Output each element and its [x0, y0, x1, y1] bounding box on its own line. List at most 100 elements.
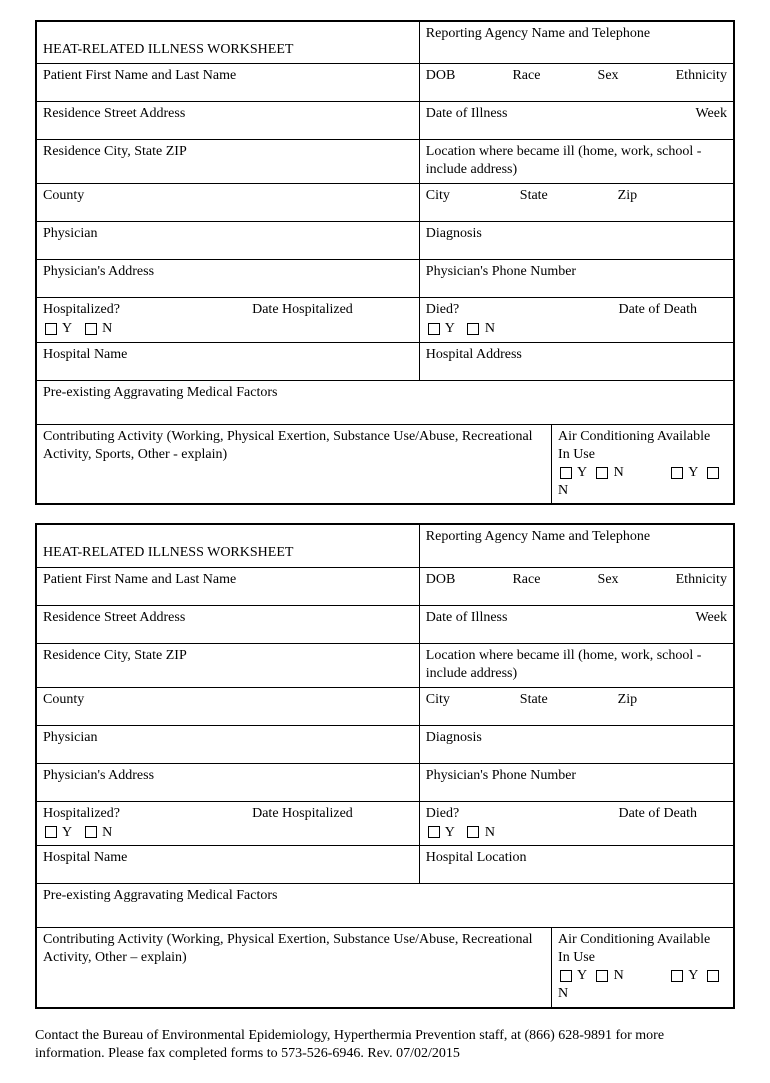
- ac-inuse-n-checkbox[interactable]: [707, 467, 719, 479]
- sex-label: Sex: [598, 67, 619, 98]
- n-label: N: [558, 483, 568, 498]
- preexisting-label: Pre-existing Aggravating Medical Factors: [37, 884, 733, 927]
- y-label: Y: [445, 321, 455, 336]
- died-cell: Died? Date of Death Y N: [420, 802, 733, 845]
- ac-inuse-n-checkbox[interactable]: [707, 970, 719, 982]
- res-city-label: Residence City, State ZIP: [37, 140, 420, 183]
- died-cell: Died? Date of Death Y N: [420, 298, 733, 341]
- agency-label: Reporting Agency Name and Telephone: [420, 525, 733, 566]
- ac-inuse-label: In Use: [558, 950, 595, 965]
- date-illness-label: Date of Illness: [426, 609, 508, 640]
- ac-inuse-y-checkbox[interactable]: [671, 970, 683, 982]
- n-label: N: [558, 986, 568, 1001]
- y-label: Y: [577, 465, 587, 480]
- physician-label: Physician: [37, 726, 420, 763]
- phys-phone-label: Physician's Phone Number: [420, 764, 733, 801]
- n-label: N: [102, 825, 112, 840]
- hosp-addr-label: Hospital Address: [420, 343, 733, 380]
- state-label: State: [520, 691, 548, 722]
- ac-inuse-label: In Use: [558, 447, 595, 462]
- demographics-cell: DOB Race Sex Ethnicity: [420, 64, 733, 101]
- hospitalized-label: Hospitalized?: [43, 805, 120, 823]
- phys-phone-label: Physician's Phone Number: [420, 260, 733, 297]
- y-label: Y: [688, 465, 698, 480]
- location-ill-label: Location where became ill (home, work, s…: [420, 140, 733, 183]
- illness-date-cell: Date of Illness Week: [420, 102, 733, 139]
- preexisting-label: Pre-existing Aggravating Medical Factors: [37, 381, 733, 424]
- state-label: State: [520, 187, 548, 218]
- y-label: Y: [577, 968, 587, 983]
- hosp-y-checkbox[interactable]: [45, 826, 57, 838]
- y-label: Y: [62, 321, 72, 336]
- footer-text: Contact the Bureau of Environmental Epid…: [35, 1027, 735, 1063]
- date-death-label: Date of Death: [618, 301, 697, 319]
- dob-label: DOB: [426, 571, 456, 602]
- date-hosp-label: Date Hospitalized: [252, 805, 353, 823]
- ac-cell: Air Conditioning Available In Use Y N Y …: [552, 425, 733, 504]
- ac-avail-label: Air Conditioning Available: [558, 429, 710, 444]
- patient-name-label: Patient First Name and Last Name: [37, 568, 420, 605]
- activity-label: Contributing Activity (Working, Physical…: [37, 425, 552, 504]
- agency-label: Reporting Agency Name and Telephone: [420, 22, 733, 63]
- patient-name-label: Patient First Name and Last Name: [37, 64, 420, 101]
- died-label: Died?: [426, 805, 459, 823]
- hosp-name-label: Hospital Name: [37, 846, 420, 883]
- illness-date-cell: Date of Illness Week: [420, 606, 733, 643]
- res-city-label: Residence City, State ZIP: [37, 644, 420, 687]
- hosp-loc-label: Hospital Location: [420, 846, 733, 883]
- city-state-zip-cell: City State Zip: [420, 184, 733, 221]
- ethnicity-label: Ethnicity: [676, 67, 727, 98]
- ac-inuse-y-checkbox[interactable]: [671, 467, 683, 479]
- n-label: N: [614, 968, 624, 983]
- hospitalized-label: Hospitalized?: [43, 301, 120, 319]
- ac-cell: Air Conditioning Available In Use Y N Y …: [552, 928, 733, 1007]
- died-y-checkbox[interactable]: [428, 323, 440, 335]
- y-label: Y: [62, 825, 72, 840]
- sex-label: Sex: [598, 571, 619, 602]
- worksheet-title: HEAT-RELATED ILLNESS WORKSHEET: [37, 525, 420, 566]
- location-ill-label: Location where became ill (home, work, s…: [420, 644, 733, 687]
- race-label: Race: [512, 67, 540, 98]
- phys-addr-label: Physician's Address: [37, 764, 420, 801]
- city-label: City: [426, 187, 450, 218]
- hosp-n-checkbox[interactable]: [85, 826, 97, 838]
- city-label: City: [426, 691, 450, 722]
- n-label: N: [485, 321, 495, 336]
- activity-label: Contributing Activity (Working, Physical…: [37, 928, 552, 1007]
- hospitalized-cell: Hospitalized? Date Hospitalized Y N: [37, 298, 420, 341]
- y-label: Y: [445, 825, 455, 840]
- res-street-label: Residence Street Address: [37, 102, 420, 139]
- diagnosis-label: Diagnosis: [420, 726, 733, 763]
- week-label: Week: [695, 105, 727, 136]
- n-label: N: [614, 465, 624, 480]
- ac-avail-y-checkbox[interactable]: [560, 467, 572, 479]
- demographics-cell: DOB Race Sex Ethnicity: [420, 568, 733, 605]
- n-label: N: [102, 321, 112, 336]
- worksheet-title: HEAT-RELATED ILLNESS WORKSHEET: [37, 22, 420, 63]
- diagnosis-label: Diagnosis: [420, 222, 733, 259]
- date-illness-label: Date of Illness: [426, 105, 508, 136]
- zip-label: Zip: [618, 691, 637, 722]
- died-n-checkbox[interactable]: [467, 826, 479, 838]
- ac-avail-n-checkbox[interactable]: [596, 970, 608, 982]
- zip-label: Zip: [618, 187, 637, 218]
- county-label: County: [37, 184, 420, 221]
- died-label: Died?: [426, 301, 459, 319]
- date-death-label: Date of Death: [618, 805, 697, 823]
- hosp-n-checkbox[interactable]: [85, 323, 97, 335]
- worksheet-2: HEAT-RELATED ILLNESS WORKSHEET Reporting…: [35, 523, 735, 1008]
- n-label: N: [485, 825, 495, 840]
- dob-label: DOB: [426, 67, 456, 98]
- ethnicity-label: Ethnicity: [676, 571, 727, 602]
- county-label: County: [37, 688, 420, 725]
- died-n-checkbox[interactable]: [467, 323, 479, 335]
- ac-avail-y-checkbox[interactable]: [560, 970, 572, 982]
- hosp-y-checkbox[interactable]: [45, 323, 57, 335]
- ac-avail-n-checkbox[interactable]: [596, 467, 608, 479]
- ac-avail-label: Air Conditioning Available: [558, 932, 710, 947]
- hospitalized-cell: Hospitalized? Date Hospitalized Y N: [37, 802, 420, 845]
- y-label: Y: [688, 968, 698, 983]
- date-hosp-label: Date Hospitalized: [252, 301, 353, 319]
- week-label: Week: [695, 609, 727, 640]
- died-y-checkbox[interactable]: [428, 826, 440, 838]
